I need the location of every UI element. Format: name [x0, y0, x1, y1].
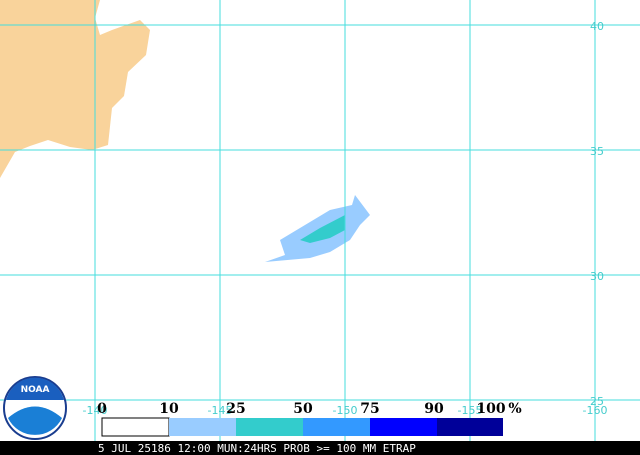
legend-label: 100 — [476, 401, 505, 417]
land — [10, 88, 25, 108]
legend-swatch — [236, 418, 303, 436]
footer-text: 5 JUL 25186 12:00 MUN:24HRS PROB >= 100 … — [98, 442, 416, 455]
noaa-logo: NOAA — [3, 376, 67, 440]
lat-label: 25 — [590, 395, 604, 408]
legend-swatch — [370, 418, 437, 436]
legend-label: 25 — [226, 401, 245, 417]
legend-swatch — [169, 418, 236, 436]
grid — [0, 0, 640, 441]
legend: 0 10 25 50 75 90 100 % — [97, 401, 522, 437]
legend-label: 75 — [360, 401, 379, 417]
logo-sky — [6, 377, 64, 400]
logo-sea — [8, 406, 62, 435]
lon-label: -145 — [208, 404, 233, 417]
lon-label: -155 — [458, 404, 483, 417]
footer-bar — [0, 441, 640, 455]
lat-label: 40 — [590, 20, 604, 33]
legend-label: 90 — [424, 401, 444, 417]
legend-label: 0 — [97, 401, 107, 417]
legend-label: 10 — [159, 401, 179, 417]
lon-label: -150 — [333, 404, 358, 417]
precip-core — [300, 215, 345, 243]
land — [0, 0, 150, 178]
lat-label: 30 — [590, 270, 604, 283]
legend-label: 50 — [293, 401, 313, 417]
lat-label: 35 — [590, 145, 604, 158]
precip-area — [265, 195, 370, 262]
lon-label: -160 — [583, 404, 608, 417]
logo-text: NOAA — [21, 385, 50, 395]
legend-swatch — [303, 418, 370, 436]
legend-swatch — [101, 417, 170, 437]
lon-label: -140 — [83, 404, 108, 417]
legend-unit: % — [508, 401, 521, 417]
legend-swatch — [437, 418, 503, 436]
